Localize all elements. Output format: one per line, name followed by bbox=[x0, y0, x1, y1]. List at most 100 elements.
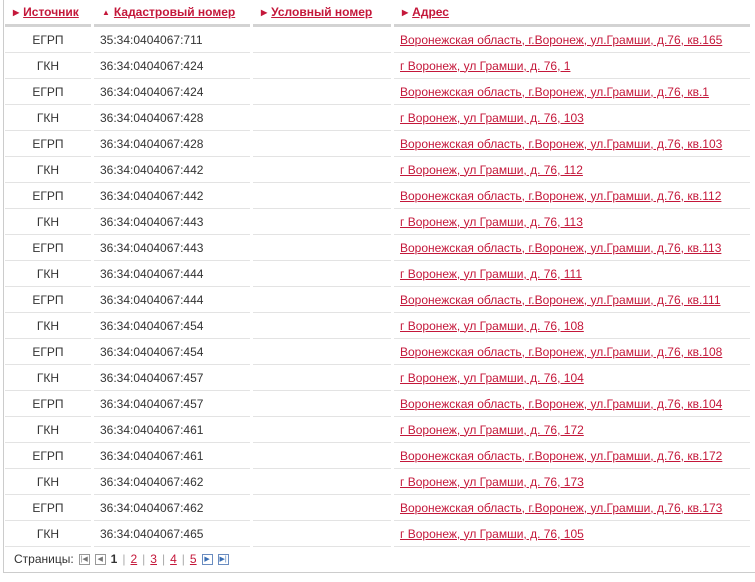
address-link[interactable]: г Воронеж, ул Грамши, д. 76, 173 bbox=[400, 474, 584, 489]
first-page-icon[interactable]: |◀ bbox=[78, 553, 90, 565]
conditional-number-cell bbox=[253, 287, 391, 313]
address-cell: г Воронеж, ул Грамши, д. 76, 112 bbox=[394, 157, 750, 183]
page-link[interactable]: 3 bbox=[150, 552, 157, 566]
address-cell: Воронежская область, г.Воронеж, ул.Грамш… bbox=[394, 131, 750, 157]
address-link[interactable]: Воронежская область, г.Воронеж, ул.Грамш… bbox=[400, 84, 709, 99]
address-link[interactable]: г Воронеж, ул Грамши, д. 76, 108 bbox=[400, 318, 584, 333]
address-cell: г Воронеж, ул Грамши, д. 76, 113 bbox=[394, 209, 750, 235]
conditional-number-cell bbox=[253, 443, 391, 469]
address-link[interactable]: Воронежская область, г.Воронеж, ул.Грамш… bbox=[400, 448, 723, 463]
source-cell: ЕГРП bbox=[5, 495, 91, 521]
source-cell: ЕГРП bbox=[5, 443, 91, 469]
source-cell: ЕГРП bbox=[5, 131, 91, 157]
cadastral-number-cell: 35:34:0404067:711 bbox=[94, 27, 250, 53]
last-page-icon[interactable]: ▶| bbox=[217, 553, 229, 565]
results-table: ▶ Источник ▲ Кадастровый номер ▶ Условный ном… bbox=[2, 0, 753, 547]
address-link[interactable]: г Воронеж, ул Грамши, д. 76, 103 bbox=[400, 110, 584, 125]
sort-link-source[interactable]: Источник bbox=[23, 5, 79, 19]
table-row: ГКН 36:34:0404067:442 г Воронеж, ул Грамши… bbox=[5, 157, 750, 183]
table-row: ГКН 36:34:0404067:457 г Воронеж, ул Грамши… bbox=[5, 365, 750, 391]
sort-icon: ▶ bbox=[13, 8, 20, 17]
address-cell: г Воронеж, ул Грамши, д. 76, 1 bbox=[394, 53, 750, 79]
conditional-number-cell bbox=[253, 209, 391, 235]
source-cell: ГКН bbox=[5, 53, 91, 79]
conditional-number-cell bbox=[253, 521, 391, 547]
sort-link-cadastral-number[interactable]: Кадастровый номер bbox=[113, 5, 236, 19]
address-link[interactable]: Воронежская область, г.Воронеж, ул.Грамш… bbox=[400, 396, 723, 411]
cadastral-number-cell: 36:34:0404067:461 bbox=[94, 417, 250, 443]
table-row: ГКН 36:34:0404067:465 г Воронеж, ул Грамши… bbox=[5, 521, 750, 547]
address-link[interactable]: г Воронеж, ул Грамши, д. 76, 172 bbox=[400, 422, 584, 437]
address-cell: Воронежская область, г.Воронеж, ул.Грамш… bbox=[394, 391, 750, 417]
address-link[interactable]: г Воронеж, ул Грамши, д. 76, 1 bbox=[400, 58, 571, 73]
page-separator: | bbox=[122, 552, 126, 566]
column-header-cadastral-number[interactable]: ▲ Кадастровый номер bbox=[94, 0, 250, 27]
address-link[interactable]: Воронежская область, г.Воронеж, ул.Грамш… bbox=[400, 136, 723, 151]
source-cell: ЕГРП bbox=[5, 339, 91, 365]
address-cell: г Воронеж, ул Грамши, д. 76, 172 bbox=[394, 417, 750, 443]
column-header-conditional-number[interactable]: ▶ Условный номер bbox=[253, 0, 391, 27]
cadastral-number-cell: 36:34:0404067:428 bbox=[94, 105, 250, 131]
address-cell: Воронежская область, г.Воронеж, ул.Грамш… bbox=[394, 495, 750, 521]
cadastral-number-cell: 36:34:0404067:443 bbox=[94, 235, 250, 261]
address-link[interactable]: г Воронеж, ул Грамши, д. 76, 112 bbox=[400, 162, 583, 177]
address-link[interactable]: г Воронеж, ул Грамши, д. 76, 104 bbox=[400, 370, 584, 385]
address-link[interactable]: г Воронеж, ул Грамши, д. 76, 111 bbox=[400, 266, 583, 281]
sort-link-conditional-number[interactable]: Условный номер bbox=[271, 5, 373, 19]
next-page-icon[interactable]: ▶ bbox=[201, 553, 213, 565]
source-cell: ЕГРП bbox=[5, 79, 91, 105]
conditional-number-cell bbox=[253, 365, 391, 391]
table-row: ГКН 36:34:0404067:461 г Воронеж, ул Грамши… bbox=[5, 417, 750, 443]
cadastral-number-cell: 36:34:0404067:444 bbox=[94, 261, 250, 287]
table-row: ЕГРП 36:34:0404067:461 Воронежская область… bbox=[5, 443, 750, 469]
page-link[interactable]: 5 bbox=[189, 552, 197, 566]
table-row: ГКН 36:34:0404067:443 г Воронеж, ул Грамши… bbox=[5, 209, 750, 235]
table-row: ГКН 36:34:0404067:454 г Воронеж, ул Грамши… bbox=[5, 313, 750, 339]
table-row: ЕГРП 36:34:0404067:462 Воронежская область… bbox=[5, 495, 750, 521]
results-table-container: ▶ Источник ▲ Кадастровый номер ▶ Условный ном… bbox=[3, 0, 755, 573]
cadastral-number-cell: 36:34:0404067:461 bbox=[94, 443, 250, 469]
address-cell: Воронежская область, г.Воронеж, ул.Грамш… bbox=[394, 79, 750, 105]
conditional-number-cell bbox=[253, 27, 391, 53]
table-row: ЕГРП 36:34:0404067:428 Воронежская область… bbox=[5, 131, 750, 157]
address-cell: Воронежская область, г.Воронеж, ул.Грамш… bbox=[394, 443, 750, 469]
column-header-source[interactable]: ▶ Источник bbox=[5, 0, 91, 27]
table-row: ЕГРП 36:34:0404067:457 Воронежская область… bbox=[5, 391, 750, 417]
address-link[interactable]: Воронежская область, г.Воронеж, ул.Грамш… bbox=[400, 344, 723, 359]
cadastral-number-cell: 36:34:0404067:462 bbox=[94, 469, 250, 495]
conditional-number-cell bbox=[253, 261, 391, 287]
table-row: ЕГРП 36:34:0404067:443 Воронежская область… bbox=[5, 235, 750, 261]
address-link[interactable]: Воронежская область, г.Воронеж, ул.Грамш… bbox=[400, 292, 721, 307]
pager: Страницы: |◀ ◀ 1 | 2 | 3 | 4 | 5 ▶ ▶| bbox=[4, 547, 755, 571]
address-cell: г Воронеж, ул Грамши, д. 76, 111 bbox=[394, 261, 750, 287]
page-link[interactable]: 2 bbox=[130, 552, 138, 566]
conditional-number-cell bbox=[253, 417, 391, 443]
conditional-number-cell bbox=[253, 391, 391, 417]
cadastral-number-cell: 36:34:0404067:465 bbox=[94, 521, 250, 547]
sort-link-address[interactable]: Адрес bbox=[412, 5, 449, 19]
address-link[interactable]: г Воронеж, ул Грамши, д. 76, 113 bbox=[400, 214, 583, 229]
address-link[interactable]: Воронежская область, г.Воронеж, ул.Грамш… bbox=[400, 500, 723, 515]
source-cell: ГКН bbox=[5, 261, 91, 287]
address-cell: г Воронеж, ул Грамши, д. 76, 103 bbox=[394, 105, 750, 131]
column-header-address[interactable]: ▶ Адрес bbox=[394, 0, 750, 27]
page-link[interactable]: 4 bbox=[170, 552, 177, 566]
prev-page-icon[interactable]: ◀ bbox=[94, 553, 106, 565]
conditional-number-cell bbox=[253, 157, 391, 183]
address-link[interactable]: Воронежская область, г.Воронеж, ул.Грамш… bbox=[400, 188, 722, 203]
source-cell: ГКН bbox=[5, 365, 91, 391]
source-cell: ГКН bbox=[5, 521, 91, 547]
address-cell: г Воронеж, ул Грамши, д. 76, 173 bbox=[394, 469, 750, 495]
address-link[interactable]: Воронежская область, г.Воронеж, ул.Грамш… bbox=[400, 240, 722, 255]
address-link[interactable]: г Воронеж, ул Грамши, д. 76, 105 bbox=[400, 526, 584, 541]
address-cell: г Воронеж, ул Грамши, д. 76, 105 bbox=[394, 521, 750, 547]
cadastral-number-cell: 36:34:0404067:444 bbox=[94, 287, 250, 313]
conditional-number-cell bbox=[253, 469, 391, 495]
current-page: 1 bbox=[110, 552, 118, 566]
conditional-number-cell bbox=[253, 53, 391, 79]
conditional-number-cell bbox=[253, 131, 391, 157]
table-row: ГКН 36:34:0404067:424 г Воронеж, ул Грамши… bbox=[5, 53, 750, 79]
source-cell: ЕГРП bbox=[5, 287, 91, 313]
address-link[interactable]: Воронежская область, г.Воронеж, ул.Грамш… bbox=[400, 32, 723, 47]
conditional-number-cell bbox=[253, 105, 391, 131]
